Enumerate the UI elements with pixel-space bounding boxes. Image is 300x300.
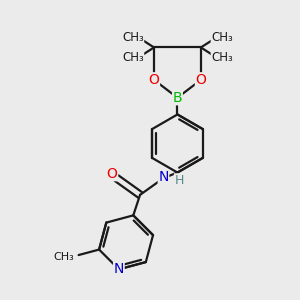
- Text: N: N: [158, 170, 169, 184]
- Text: CH₃: CH₃: [122, 31, 144, 44]
- Text: N: N: [114, 262, 124, 276]
- Text: B: B: [172, 91, 182, 105]
- Text: O: O: [196, 73, 206, 87]
- Text: O: O: [148, 73, 159, 87]
- Text: CH₃: CH₃: [211, 31, 233, 44]
- Text: CH₃: CH₃: [122, 51, 144, 64]
- Text: CH₃: CH₃: [211, 51, 233, 64]
- Text: O: O: [107, 167, 118, 181]
- Text: CH₃: CH₃: [53, 252, 74, 262]
- Text: H: H: [174, 174, 184, 187]
